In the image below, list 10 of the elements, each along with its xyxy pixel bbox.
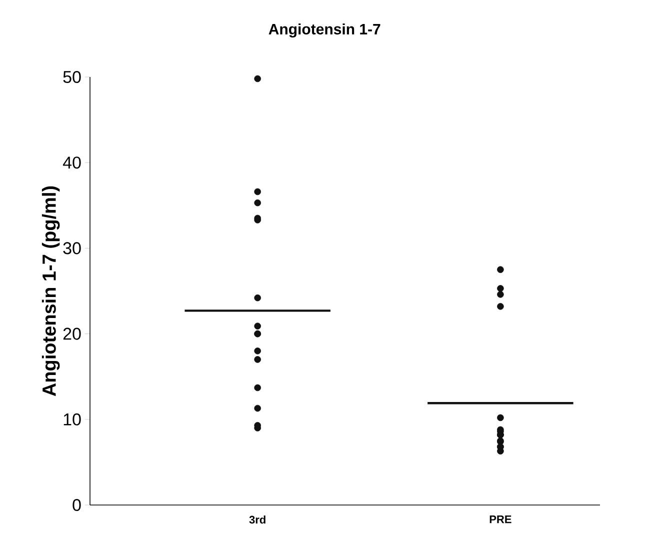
y-axis-title: Angiotensin 1-7 (pg/ml) [42,186,60,396]
y-tick-label: 40 [62,156,81,169]
y-tick-label: 20 [63,328,81,340]
chart-title: Angiotensin 1-7 [268,23,380,38]
y-tick-label: 50 [63,70,81,84]
x-tick-label: PRE [490,516,512,524]
y-tick-label: 10 [64,413,81,426]
x-tick-label: 3rd [249,516,266,524]
y-tick-label: 0 [72,498,81,512]
y-tick-label: 30 [63,242,81,254]
